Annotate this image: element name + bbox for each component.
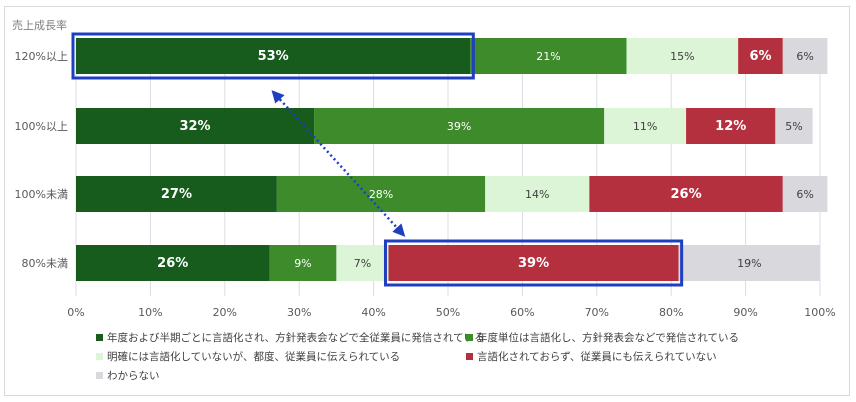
data-label: 27% — [161, 187, 192, 202]
x-tick-label: 30% — [287, 306, 311, 319]
data-label: 26% — [671, 187, 702, 202]
bar-segment — [738, 38, 783, 74]
data-label: 12% — [715, 119, 746, 134]
data-label: 11% — [633, 120, 657, 133]
bar-segment — [678, 245, 820, 281]
x-tick-label: 20% — [213, 306, 237, 319]
data-label: 14% — [525, 188, 549, 201]
legend-item: わからない — [96, 368, 160, 383]
data-label: 7% — [354, 257, 371, 270]
data-label: 21% — [536, 50, 560, 63]
bar-segment — [336, 245, 389, 281]
data-label: 32% — [179, 119, 210, 134]
legend-label: 明確には言語化していないが、都度、従業員に伝えられている — [107, 351, 401, 363]
x-tick-label: 0% — [67, 306, 84, 319]
x-tick-label: 100% — [804, 306, 835, 319]
chart-legend: 年度および半期ごとに言語化され、方針発表会などで全従業員に発信されている 年度単位… — [96, 330, 836, 390]
bar-segment — [76, 176, 277, 212]
comparison-arrow — [271, 90, 406, 237]
data-label: 26% — [157, 256, 188, 271]
legend-swatch — [96, 353, 103, 360]
x-tick-label: 90% — [733, 306, 757, 319]
data-label: 28% — [369, 188, 393, 201]
data-label: 6% — [796, 50, 813, 63]
bar-segment — [76, 245, 270, 281]
bar-segment — [626, 38, 739, 74]
x-tick-label: 60% — [510, 306, 534, 319]
bar-segment — [388, 245, 679, 281]
category-label: 120%以上 — [15, 50, 68, 63]
y-axis-title: 売上成長率 — [12, 18, 67, 32]
bar-segment — [604, 108, 687, 144]
data-label: 6% — [749, 49, 771, 64]
highlight-box — [383, 239, 684, 287]
bar-segment — [775, 108, 813, 144]
bar-segment — [686, 108, 776, 144]
x-tick-label: 80% — [659, 306, 683, 319]
bar-segment — [485, 176, 590, 212]
bar-segment — [269, 245, 337, 281]
legend-swatch — [466, 353, 473, 360]
legend-label: わからない — [107, 370, 160, 382]
category-label: 100%未満 — [15, 188, 68, 201]
x-tick-label: 70% — [585, 306, 609, 319]
category-label: 80%未満 — [22, 257, 68, 270]
legend-item: 明確には言語化していないが、都度、従業員に伝えられている — [96, 349, 400, 364]
bar-segment — [76, 38, 471, 74]
bar-segment — [470, 38, 627, 74]
x-tick-label: 40% — [361, 306, 385, 319]
data-label: 19% — [737, 257, 761, 270]
x-tick-label: 10% — [138, 306, 162, 319]
data-label: 53% — [258, 49, 289, 64]
legend-label: 年度単位は言語化し、方針発表会などで発信されている — [477, 332, 739, 344]
bar-segment — [782, 176, 828, 212]
legend-item: 年度単位は言語化し、方針発表会などで発信されている — [466, 330, 739, 345]
legend-label: 年度および半期ごとに言語化され、方針発表会などで全従業員に発信されている — [107, 332, 485, 344]
data-label: 6% — [796, 188, 813, 201]
legend-item: 年度および半期ごとに言語化され、方針発表会などで全従業員に発信されている — [96, 330, 485, 345]
data-label: 39% — [447, 120, 471, 133]
legend-item: 言語化されておらず、従業員にも伝えられていない — [466, 349, 717, 364]
data-label: 5% — [785, 120, 802, 133]
legend-swatch — [466, 334, 473, 341]
bar-segment — [589, 176, 783, 212]
highlight-box — [71, 32, 475, 80]
legend-label: 言語化されておらず、従業員にも伝えられていない — [477, 351, 717, 363]
legend-swatch — [96, 372, 103, 379]
x-tick-label: 50% — [436, 306, 460, 319]
data-label: 9% — [294, 257, 311, 270]
data-label: 39% — [518, 256, 549, 271]
category-label: 100%以上 — [15, 120, 68, 133]
data-label: 15% — [670, 50, 694, 63]
bar-segment — [782, 38, 828, 74]
legend-swatch — [96, 334, 103, 341]
